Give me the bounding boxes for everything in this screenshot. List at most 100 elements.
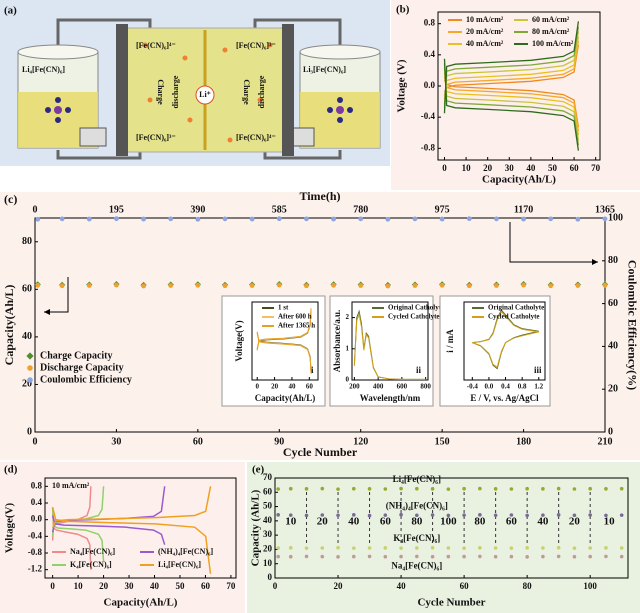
marker [572,554,577,559]
legend-label: 1 st [278,304,289,312]
marker [446,513,451,518]
rate-label: 80 [474,516,486,528]
rate-label: 20 [317,516,329,528]
x-tick-label: 0.0 [485,383,494,391]
y-tick-label: 60 [263,486,273,496]
marker [336,513,340,518]
y-tick-label: 60 [22,284,32,295]
panel-label: (c) [4,192,17,206]
ion-dots [142,42,273,143]
y-axis-title: Capacity(Ah/L) [2,285,16,366]
y2-tick-label: 80 [608,255,618,266]
tank-label: Li₄[Fe(CN)₆] [22,65,65,74]
y-tick-label: 40 [22,331,32,342]
y-tick-label: 80 [22,236,32,247]
marker [604,487,608,491]
y-tick-label: 0.0 [31,514,43,524]
marker [27,365,33,371]
marker [493,554,498,559]
marker [385,283,391,289]
x-tick-label: 200 [349,383,360,391]
marker [288,513,293,517]
marker [288,546,293,550]
series-line [443,68,580,141]
y-tick-label: 30 [263,529,273,539]
x-tick-label: 100 [583,581,597,591]
x-axis-title: Capacity(Ah/L) [255,393,316,403]
marker [619,554,624,559]
x-tick-label: 0 [33,436,38,447]
marker [619,546,624,550]
marker [466,216,472,222]
marker [572,513,577,518]
marker [415,554,419,559]
series-line [51,515,166,545]
marker [35,282,41,288]
x-tick-label: 40 [397,581,407,591]
legend-label: After 1365 h [278,322,315,330]
series-line [353,312,426,380]
plot-frame [251,301,319,381]
marker [521,216,526,222]
x-tick-label: 1.2 [534,383,543,391]
y-tick-label: 0 [346,376,350,384]
marker [336,555,340,559]
marker [525,486,529,491]
x-tick-label: 30 [111,436,121,447]
x-tick-label: 40 [526,163,536,173]
x-axis-title: Capacity(Ah/L) [482,174,556,186]
x-tick-label: 30 [125,581,135,591]
marker [415,546,419,550]
legend-label: Cycled Catholyte [388,313,440,321]
marker [619,486,624,491]
marker [276,513,280,517]
legend-label: Original Catholyte [488,304,544,312]
marker [541,487,545,491]
marker [509,546,514,550]
marker [446,554,451,559]
marker [383,513,388,517]
marker [27,377,33,383]
marker [604,554,608,559]
y-axis-title: Capacity (Ah/L) [250,489,262,566]
x2-tick-label: 1170 [514,204,533,215]
marker [462,513,466,517]
molecule [45,97,353,123]
marker [276,282,282,288]
annotation: 10 mA/cm² [52,481,90,490]
x-tick-label: 60 [460,581,470,591]
inset-background [329,295,434,407]
plot-frame [44,477,237,579]
x-tick-label: 400 [373,383,384,391]
panel-label: (e) [252,464,265,476]
y-tick-label: 1 [346,344,350,352]
y-tick-label: 40 [263,515,273,525]
marker [59,216,65,222]
x2-tick-label: 195 [109,204,124,215]
rate-label: 10 [285,516,297,528]
pump [79,127,107,147]
tank-label: Li₃[Fe(CN)₆] [303,65,346,74]
x-tick-label: 20 [483,163,493,173]
y-axis-title: i / mA [445,329,455,353]
marker [168,216,174,222]
marker [556,554,561,559]
marker [494,283,499,288]
panel-d-background [0,462,245,613]
marker [575,216,581,222]
x-tick-label: 40 [288,383,296,391]
marker [556,545,561,550]
rate-label: 40 [537,516,549,528]
y-tick-label: 0.8 [31,480,43,490]
x-tick-label: 80 [523,581,533,591]
marker [35,216,41,222]
marker [304,487,309,491]
marker [572,487,577,491]
marker [412,283,418,288]
process-label: Charge [242,79,251,105]
y2-tick-label: 60 [608,298,618,309]
x-tick-label: 120 [353,436,368,447]
x-tick-label: 30 [505,163,515,173]
legend-label: Na₄[Fe(CN)₆] [70,547,116,556]
